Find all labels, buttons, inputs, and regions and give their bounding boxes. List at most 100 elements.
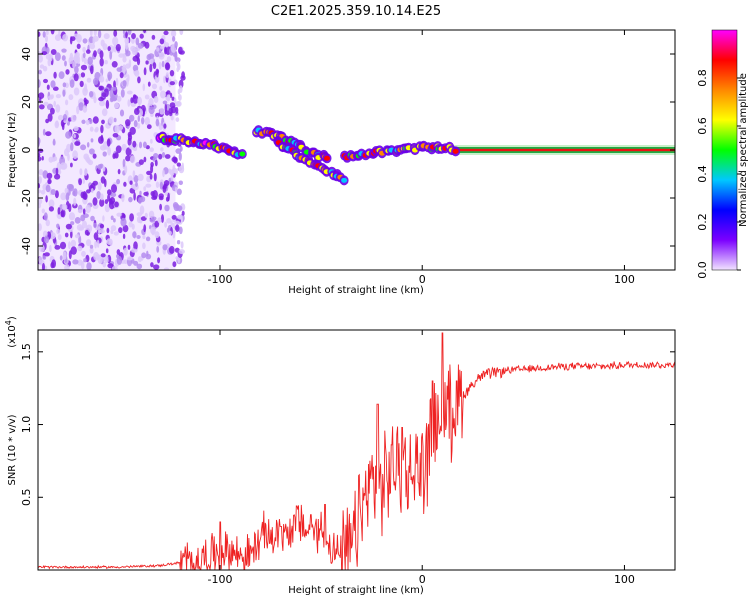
colorbar-axis: 0.0 0.2 0.4 0.6 0.8 — [696, 69, 741, 279]
noise-blob — [116, 95, 122, 102]
noise-blob — [132, 231, 137, 239]
noise-blob — [120, 89, 125, 98]
noise-blob — [178, 94, 182, 101]
noise-blob — [169, 92, 173, 99]
noise-blob — [128, 221, 133, 228]
noise-blob — [160, 90, 166, 99]
noise-blob — [90, 138, 94, 143]
noise-blob — [83, 57, 87, 65]
noise-blob — [165, 196, 170, 202]
noise-blob — [99, 57, 104, 67]
noise-blob — [133, 120, 138, 128]
noise-blob — [106, 238, 112, 245]
noise-blob — [154, 220, 160, 228]
noise-blob — [62, 114, 68, 121]
noise-blob — [133, 175, 139, 183]
noise-blob — [83, 52, 86, 59]
spectrogram-y-label: Frequency (Hz) — [7, 112, 18, 188]
noise-blob — [111, 184, 117, 194]
noise-blob — [68, 203, 72, 213]
noise-blob — [96, 239, 100, 248]
noise-blob — [144, 212, 148, 218]
noise-blob — [76, 34, 82, 43]
noise-blob — [142, 242, 146, 250]
snr-x-tick-label: 100 — [614, 573, 635, 586]
noise-blob — [94, 240, 97, 249]
noise-blob — [104, 199, 109, 205]
noise-blob — [122, 214, 126, 219]
noise-blob — [101, 108, 108, 117]
noise-blob — [99, 75, 105, 83]
noise-blob — [128, 196, 133, 203]
noise-blob — [73, 126, 79, 132]
noise-blob — [48, 199, 55, 208]
noise-blob — [144, 41, 150, 49]
noise-blob — [93, 251, 99, 261]
noise-blob — [160, 45, 166, 50]
noise-blob — [56, 223, 60, 229]
noise-blob — [38, 69, 42, 75]
noise-blob — [145, 236, 151, 242]
noise-blob — [143, 191, 149, 196]
noise-blob — [117, 125, 124, 131]
colorbar — [711, 29, 738, 271]
noise-blob — [138, 141, 143, 149]
noise-blob — [159, 85, 163, 91]
noise-blob — [86, 49, 91, 54]
noise-blob — [48, 53, 53, 62]
noise-blob — [159, 38, 165, 45]
noise-blob — [152, 62, 157, 70]
noise-blob — [78, 226, 85, 231]
noise-blob — [122, 224, 129, 233]
noise-blob — [110, 215, 114, 221]
noise-blob — [157, 217, 162, 223]
noise-blob — [64, 232, 69, 238]
noise-blob — [137, 115, 140, 122]
snr-x-tick-label: -100 — [208, 573, 233, 586]
noise-blob — [78, 102, 84, 111]
noise-blob — [62, 89, 66, 97]
noise-blob — [149, 147, 154, 152]
noise-blob — [73, 134, 76, 139]
noise-blob — [41, 208, 45, 214]
noise-blob — [65, 99, 69, 106]
noise-blob — [68, 212, 76, 221]
noise-blob — [170, 115, 174, 121]
noise-blob — [154, 74, 160, 83]
noise-blob — [125, 31, 128, 39]
spectrogram-y-tick-label: 20 — [20, 95, 33, 109]
noise-blob — [74, 234, 80, 239]
noise-blob — [100, 253, 106, 258]
noise-blob — [142, 141, 147, 149]
noise-blob — [98, 85, 103, 91]
noise-blob — [54, 34, 62, 41]
noise-blob — [139, 205, 145, 215]
noise-blob — [72, 259, 79, 265]
noise-blob — [163, 75, 166, 84]
colorbar-tick-label: 0.2 — [696, 213, 709, 231]
noise-blob — [151, 216, 157, 221]
noise-blob — [127, 99, 131, 107]
noise-blob — [85, 204, 91, 214]
noise-blob — [43, 235, 50, 244]
noise-blob — [92, 153, 97, 159]
track-core — [239, 151, 246, 157]
noise-blob — [102, 215, 105, 222]
noise-blob — [38, 31, 41, 37]
noise-blob — [136, 122, 141, 129]
noise-blob — [156, 47, 160, 52]
noise-blob — [166, 56, 172, 62]
noise-blob — [166, 94, 171, 102]
noise-blob — [174, 186, 178, 193]
noise-blob — [131, 37, 135, 44]
noise-blob — [136, 263, 143, 270]
noise-blob — [102, 151, 107, 157]
noise-blob — [107, 189, 112, 196]
noise-blob — [178, 46, 183, 55]
noise-blob — [137, 76, 141, 84]
noise-blob — [122, 56, 127, 63]
noise-blob — [166, 218, 172, 224]
noise-blob — [55, 94, 62, 99]
noise-blob — [83, 97, 87, 103]
noise-blob — [142, 83, 146, 92]
